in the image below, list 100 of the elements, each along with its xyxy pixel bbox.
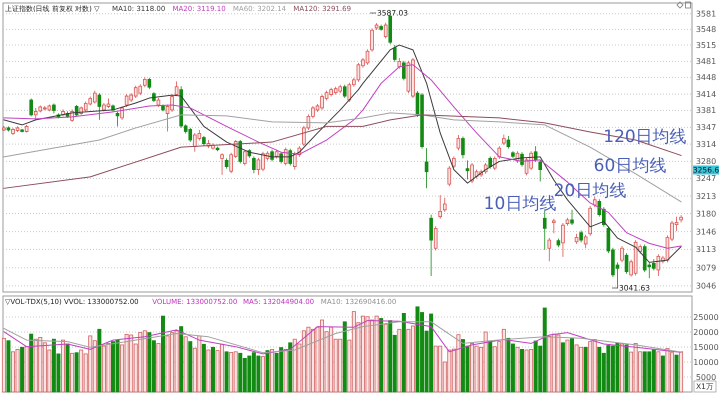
y-tick-label: 3414 xyxy=(696,90,716,99)
y-tick-label: 3481 xyxy=(696,57,716,66)
candlestick xyxy=(24,124,28,133)
candlestick xyxy=(511,150,515,158)
candlestick xyxy=(538,159,542,182)
bar xyxy=(656,351,660,392)
bar xyxy=(202,344,206,392)
bar xyxy=(556,334,560,392)
bar xyxy=(410,326,415,392)
bar xyxy=(270,349,274,392)
y-tick-label: 15000 xyxy=(693,342,719,352)
bar xyxy=(470,343,474,392)
candlestick xyxy=(338,84,342,94)
bar xyxy=(524,350,529,392)
candlestick xyxy=(574,233,578,244)
y-tick-label: 10000 xyxy=(693,358,719,367)
annotation: 10日均线 xyxy=(484,194,556,214)
bar xyxy=(184,336,188,392)
candlestick xyxy=(438,194,442,220)
candlestick xyxy=(461,136,465,159)
bar xyxy=(166,336,170,392)
candlestick xyxy=(92,90,97,104)
bar xyxy=(70,352,74,392)
y-tick-label: 20000 xyxy=(693,328,719,337)
candlestick xyxy=(274,149,278,159)
candlestick xyxy=(252,156,256,174)
candlestick xyxy=(556,238,560,248)
candlestick xyxy=(138,84,142,96)
candlestick xyxy=(402,60,406,81)
candlestick xyxy=(192,132,197,152)
candlestick xyxy=(561,222,565,258)
bar xyxy=(402,313,406,392)
bar xyxy=(574,344,579,392)
candlestick xyxy=(547,238,552,262)
bar xyxy=(397,328,402,392)
candlestick xyxy=(34,108,38,120)
y-tick-label: 3046 xyxy=(696,282,716,291)
bar xyxy=(20,346,24,392)
candlestick xyxy=(434,226,438,251)
bar xyxy=(660,356,665,392)
bar xyxy=(534,340,538,392)
bar xyxy=(142,330,147,392)
y-tick-label: 3314 xyxy=(696,140,716,149)
y-tick-label: 3213 xyxy=(696,192,716,201)
candlestick xyxy=(488,156,492,170)
bar xyxy=(6,340,10,392)
bar xyxy=(584,346,588,392)
y-tick-label: 3280 xyxy=(696,157,716,166)
candlestick xyxy=(161,104,165,112)
bar xyxy=(74,352,79,392)
y-tick-label: 3548 xyxy=(696,25,716,34)
y-tick-label: 3515 xyxy=(696,40,716,50)
bar xyxy=(97,328,102,392)
bar xyxy=(379,318,384,392)
candlestick xyxy=(148,78,152,90)
y-tick-label: 3247 xyxy=(696,174,716,184)
candlestick xyxy=(134,85,138,98)
bar xyxy=(260,356,265,392)
bar xyxy=(565,340,570,392)
bar xyxy=(620,344,624,392)
y-tick-label: 3381 xyxy=(696,106,716,116)
candlestick xyxy=(348,82,352,102)
bar xyxy=(652,350,656,392)
bar xyxy=(615,343,620,392)
bar xyxy=(266,350,270,392)
bar xyxy=(570,338,574,392)
bar xyxy=(588,341,592,392)
bar xyxy=(61,340,65,392)
candlestick xyxy=(188,128,192,142)
y-tick-label: 3079 xyxy=(696,264,716,273)
bar xyxy=(256,356,260,392)
candlestick xyxy=(370,28,374,52)
candlestick xyxy=(679,214,683,223)
candlestick xyxy=(102,102,106,112)
candlestick xyxy=(120,106,124,120)
bar xyxy=(502,328,506,392)
bar xyxy=(488,340,492,392)
bar xyxy=(288,342,292,392)
candlestick xyxy=(98,92,102,120)
candlestick xyxy=(342,84,347,98)
bar xyxy=(24,346,29,392)
bar xyxy=(224,351,229,392)
bar xyxy=(79,350,84,392)
candlestick xyxy=(392,44,397,62)
y-tick-label: 3448 xyxy=(696,73,716,82)
y-tick-label: 3180 xyxy=(696,209,716,218)
candlestick xyxy=(588,206,592,236)
y-tick-label: 3347 xyxy=(696,123,716,132)
candlestick xyxy=(156,98,160,108)
candlestick xyxy=(202,136,206,146)
bar xyxy=(66,344,70,392)
candlestick xyxy=(174,80,178,96)
y-tick-label: 5000 xyxy=(696,372,716,382)
candlestick xyxy=(216,146,220,152)
y-tick-label: 3581 xyxy=(696,10,716,19)
candlestick xyxy=(502,134,506,146)
candlestick xyxy=(142,77,147,88)
bar xyxy=(342,321,347,392)
bar xyxy=(156,343,160,392)
candlestick xyxy=(29,98,33,117)
